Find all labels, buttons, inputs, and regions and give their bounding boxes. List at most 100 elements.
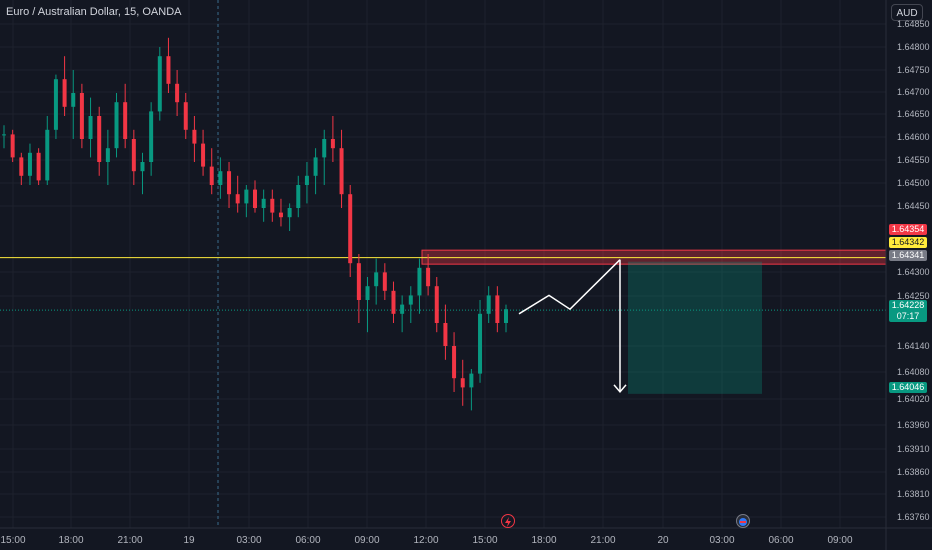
candle-body [192,129,197,144]
candle-body [36,152,41,181]
candle-body [313,157,318,176]
price-tag-entry: 1.64342 [889,237,927,248]
candle-body [2,134,6,136]
candle-body [287,208,292,218]
candle-body [157,56,162,112]
candle-body [79,93,84,139]
y-tick-label: 1.64300 [897,267,930,277]
candle-body [382,272,387,291]
x-tick-label: 09:00 [354,535,380,546]
y-tick-label: 1.63960 [897,420,930,430]
x-tick-label: 18:00 [58,535,84,546]
candle-body [469,373,474,388]
x-tick-label: 15:00 [0,535,26,546]
y-tick-label: 1.64700 [897,87,930,97]
candle-body [53,79,58,130]
projection-zigzag [518,259,621,315]
y-tick-label: 1.64650 [897,109,930,119]
y-tick-label: 1.64020 [897,394,930,404]
candle-body [218,171,223,185]
x-tick-label: 09:00 [827,535,853,546]
x-tick-label: 21:00 [590,535,616,546]
y-tick-label: 1.64450 [897,201,930,211]
candle-body [27,152,32,176]
candle-body [486,295,491,314]
candle-body [460,378,465,388]
candle-body [209,166,214,185]
candle-body [261,198,266,208]
price-tag-zone-low: 1.64341 [889,250,927,261]
candle-body [339,148,344,195]
candle-body [304,175,309,185]
y-tick-label: 1.63860 [897,467,930,477]
candle-body [114,102,119,149]
y-tick-label: 1.64140 [897,341,930,351]
candle-body [348,194,353,264]
candle-body [244,189,249,204]
candle-body [356,263,361,300]
candle-body [374,272,379,287]
candle-body [478,313,483,374]
y-tick-label: 1.64250 [897,291,930,301]
x-tick-label: 15:00 [472,535,498,546]
candle-body [235,194,240,204]
y-tick-label: 1.64750 [897,65,930,75]
price-tag-zone-high: 1.64354 [889,224,927,235]
x-tick-label: 12:00 [413,535,439,546]
lightning-icon[interactable] [501,514,515,528]
candle-body [45,129,50,181]
candle-body [227,171,232,195]
candle-body [330,139,335,149]
x-tick-label: 03:00 [236,535,262,546]
x-tick-label: 06:00 [295,535,321,546]
price-tag-target: 1.64046 [889,382,927,393]
x-tick-label: 19 [183,535,195,546]
candle-body [417,267,422,296]
y-tick-label: 1.63760 [897,512,930,522]
candle-body [62,79,67,107]
candle-body [391,290,396,314]
candle-body [322,139,327,158]
chart-title: Euro / Australian Dollar, 15, OANDA [6,6,182,18]
candle-countdown: 07:17 [896,311,920,321]
candle-body [166,56,171,84]
x-tick-label: 18:00 [531,535,557,546]
candle-body [400,304,405,314]
target-zone [628,261,762,394]
y-tick-label: 1.64600 [897,132,930,142]
candle-body [10,134,15,158]
y-tick-label: 1.64080 [897,367,930,377]
candle-body [149,111,154,162]
candle-body [443,323,448,346]
x-tick-label: 20 [657,535,669,546]
flag-icon[interactable] [736,514,750,528]
candle-body [434,286,439,323]
candle-body [365,286,370,300]
candle-body [452,346,457,379]
candle-body [270,198,275,213]
currency-button[interactable]: AUD [891,4,923,21]
candle-body [140,162,145,172]
candle-body [278,212,283,218]
y-tick-label: 1.64800 [897,42,930,52]
candle-body [105,148,110,162]
last-price-value: 1.64228 [891,300,925,310]
y-tick-label: 1.64500 [897,178,930,188]
candle-body [131,139,136,172]
candle-body [19,157,24,176]
candle-body [426,267,431,287]
candle-body [296,185,301,208]
x-tick-label: 06:00 [768,535,794,546]
candle-body [88,116,93,139]
y-tick-label: 1.64850 [897,19,930,29]
candle-body [71,93,76,107]
candle-body [175,83,180,103]
y-tick-label: 1.63810 [897,489,930,499]
candle-body [183,102,188,130]
candle-body [504,309,508,323]
candle-body [408,295,413,305]
candle-body [253,189,257,208]
projection-arrow-head [613,384,627,393]
candle-body [123,102,128,139]
